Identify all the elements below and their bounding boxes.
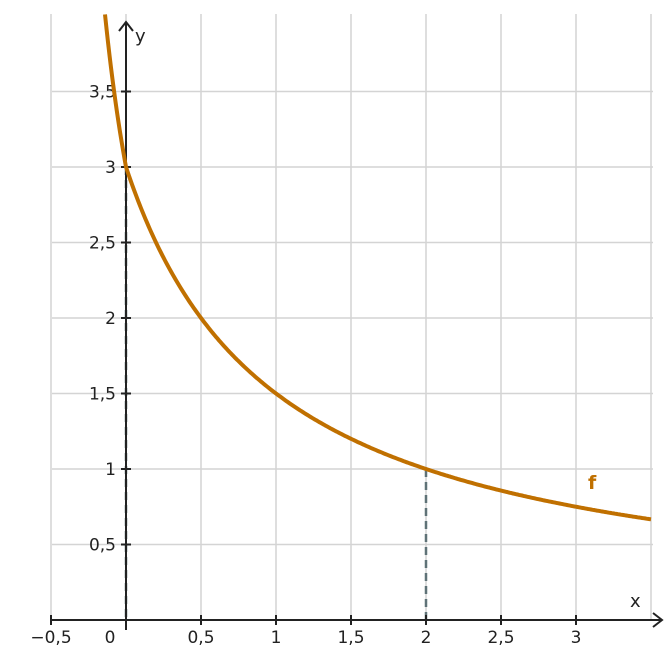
series-label: f (588, 472, 597, 494)
x-tick-label: 1,5 (337, 628, 364, 648)
y-tick-label: 1,5 (89, 385, 116, 405)
y-axis-arrow (118, 20, 134, 32)
series: f (103, 14, 652, 522)
x-tick-label: 2,5 (487, 628, 514, 648)
y-axis-label: y (135, 26, 146, 47)
y-tick-label: 0,5 (89, 536, 116, 556)
ticks: −0,5 0 0,5 1 1,5 2 2,5 3 0,5 1 1,5 2 2,5 3 3,5 (30, 83, 581, 649)
series-line-f (103, 14, 652, 522)
x-tick-label: 3 (571, 628, 582, 648)
grid (50, 14, 653, 620)
x-tick-label: 0 (105, 628, 116, 648)
axes: x y (52, 20, 664, 630)
x-tick-label: 0,5 (187, 628, 214, 648)
x-tick-label: 1 (271, 628, 282, 648)
y-tick-label: 1 (105, 460, 116, 480)
y-tick-label: 2,5 (89, 234, 116, 254)
y-tick-label: 2 (105, 309, 116, 329)
y-tick-label: 3,5 (89, 83, 116, 103)
x-tick-label: 2 (421, 628, 432, 648)
x-tick-label: −0,5 (30, 628, 71, 648)
x-axis-arrow (652, 612, 664, 628)
y-tick-label: 3 (105, 158, 116, 178)
x-axis-label: x (630, 591, 641, 612)
